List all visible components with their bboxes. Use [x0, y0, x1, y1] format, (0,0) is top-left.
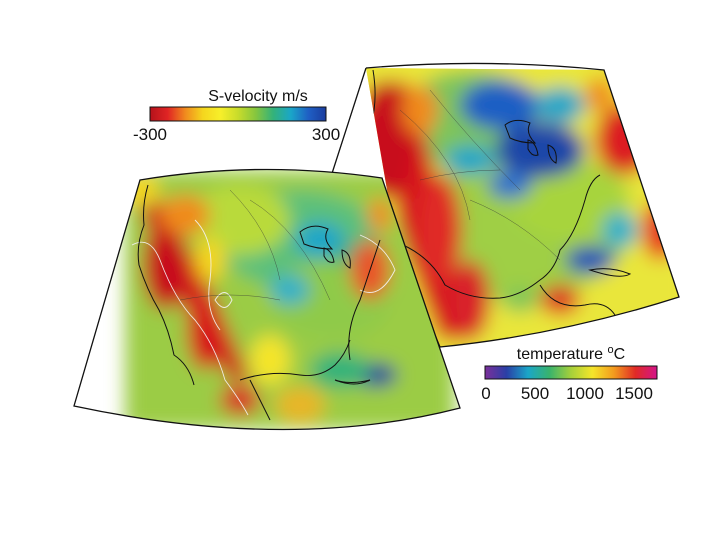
velocity-legend-min: -300: [133, 125, 167, 144]
velocity-map-frame: [73, 168, 461, 431]
temperature-tick-1000: 1000: [566, 384, 604, 403]
temperature-legend-title: temperature oC: [517, 344, 625, 363]
velocity-map: [73, 168, 461, 431]
temperature-tick-500: 500: [521, 384, 549, 403]
temperature-tick-1500: 1500: [615, 384, 653, 403]
velocity-legend: S-velocity m/s -300 300: [133, 88, 340, 144]
velocity-legend-max: 300: [312, 125, 340, 144]
temperature-legend: temperature oC 0 500 1000 1500: [481, 344, 658, 403]
temperature-tick-0: 0: [481, 384, 490, 403]
temperature-colorbar: [484, 365, 658, 380]
velocity-contours: [131, 219, 396, 416]
temperature-map-west-edge: [325, 67, 367, 193]
temperature-legend-title-main: temperature: [517, 346, 608, 363]
temperature-map-frame: [365, 62, 680, 348]
temperature-legend-title-unit: C: [614, 346, 626, 363]
velocity-legend-title: S-velocity m/s: [208, 88, 308, 105]
velocity-map-coastlines: [137, 184, 381, 421]
velocity-colorbar: [149, 106, 327, 122]
temperature-legend-title-sup: o: [608, 344, 614, 356]
